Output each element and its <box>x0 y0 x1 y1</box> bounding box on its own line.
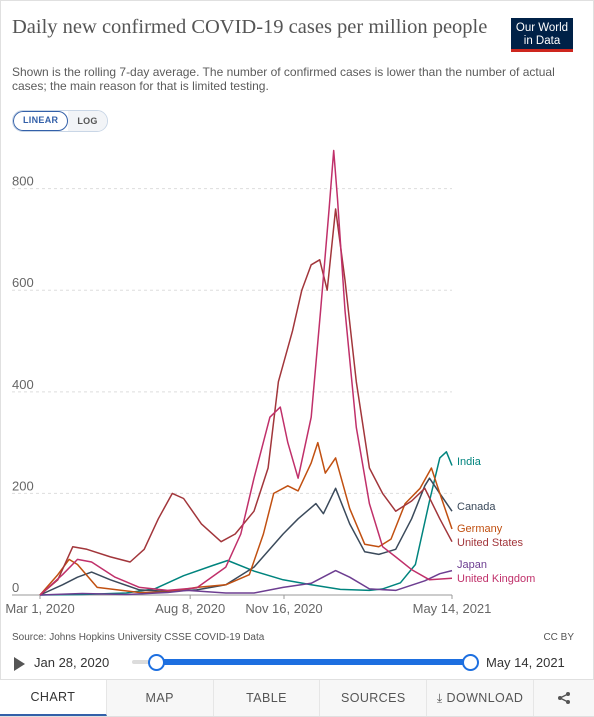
series-line-canada <box>39 477 453 596</box>
timeline-start-date: Jan 28, 2020 <box>34 655 110 670</box>
timeline-end-handle[interactable] <box>462 654 479 671</box>
scale-toggle: LINEAR LOG <box>12 110 108 132</box>
series-line-japan <box>39 569 453 596</box>
y-tick-label: 200 <box>12 478 34 493</box>
timeline-range <box>154 659 470 665</box>
series-line-united-states <box>39 208 453 596</box>
series-label-japan: Japan <box>457 559 487 571</box>
logo-line-1: Our World <box>515 22 569 34</box>
play-icon[interactable] <box>14 657 25 671</box>
y-tick-label: 0 <box>12 580 19 595</box>
y-tick-label: 600 <box>12 275 34 290</box>
y-tick-label: 400 <box>12 377 34 392</box>
timeline-start-handle[interactable] <box>148 654 165 671</box>
chart-subtitle: Shown is the rolling 7-day average. The … <box>12 65 555 93</box>
tab-sources[interactable]: SOURCES <box>320 680 428 716</box>
log-scale-button[interactable]: LOG <box>68 111 107 131</box>
x-tick-label: Mar 1, 2020 <box>5 601 74 616</box>
series-label-canada: Canada <box>457 501 496 513</box>
tab-download-label: DOWNLOAD <box>446 691 524 705</box>
x-tick-label: Aug 8, 2020 <box>155 601 225 616</box>
tab-download[interactable]: ⤓ DOWNLOAD <box>427 680 534 716</box>
tab-table[interactable]: TABLE <box>214 680 321 716</box>
series-label-united-kingdom: United Kingdom <box>457 573 535 585</box>
y-tick-label: 800 <box>12 174 34 189</box>
series-line-india <box>39 451 453 596</box>
owid-logo[interactable]: Our World in Data <box>511 18 573 52</box>
tab-chart[interactable]: CHART <box>0 680 107 716</box>
logo-line-2: in Data <box>523 35 561 47</box>
x-tick-label: May 14, 2021 <box>413 601 492 616</box>
series-line-germany <box>39 441 453 596</box>
series-label-germany: Germany <box>457 523 503 535</box>
share-icon <box>557 692 570 704</box>
line-chart: 0 200 400 600 800 Mar 1, 2020 Aug 8, 2020 Nov 1… <box>5 149 535 616</box>
license-label[interactable]: CC BY <box>543 632 574 643</box>
linear-scale-button[interactable]: LINEAR <box>13 111 69 131</box>
timeline: Jan 28, 2020 May 14, 2021 <box>0 650 594 676</box>
tab-map[interactable]: MAP <box>107 680 214 716</box>
share-button[interactable] <box>534 680 594 716</box>
series-line-united-kingdom <box>39 149 453 596</box>
source-note[interactable]: Source: Johns Hopkins University CSSE CO… <box>12 632 265 643</box>
timeline-end-date: May 14, 2021 <box>486 655 565 670</box>
series-label-united-states: United States <box>457 537 524 549</box>
x-tick-label: Nov 16, 2020 <box>245 601 322 616</box>
series-label-india: India <box>457 456 482 468</box>
chart-title: Daily new confirmed COVID-19 cases per m… <box>12 16 488 38</box>
tab-bar: CHART MAP TABLE SOURCES ⤓ DOWNLOAD <box>0 679 594 716</box>
download-icon: ⤓ <box>436 690 443 705</box>
